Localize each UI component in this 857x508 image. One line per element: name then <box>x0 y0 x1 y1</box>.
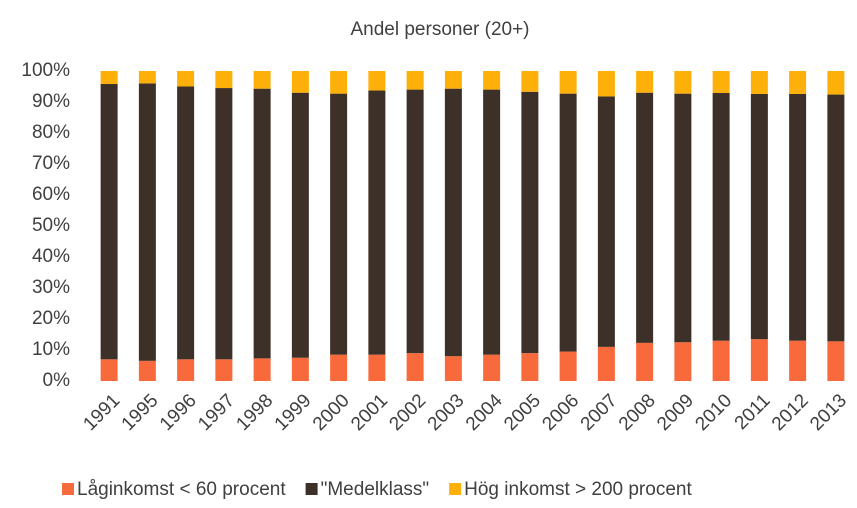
y-tick-label: 10% <box>32 339 70 360</box>
y-tick-label: 40% <box>32 246 70 267</box>
y-tick-label: 80% <box>32 122 70 143</box>
y-tick-label: 30% <box>32 277 70 298</box>
x-tick-label: 2008 <box>615 390 660 435</box>
x-tick-label: 2005 <box>500 390 545 435</box>
bar-segment <box>827 341 845 381</box>
y-tick-label: 90% <box>32 91 70 112</box>
bar-segment <box>100 359 118 381</box>
x-tick-label: 2000 <box>309 390 354 435</box>
bar-segment <box>368 354 386 381</box>
legend-label: Hög inkomst > 200 procent <box>464 479 692 500</box>
bar-segment <box>750 339 768 381</box>
bar-segment <box>483 354 501 381</box>
bar-segment <box>636 71 654 93</box>
bar-segment <box>138 83 156 361</box>
y-tick-label: 70% <box>32 153 70 174</box>
bar-segment <box>674 93 692 343</box>
bar-segment <box>444 88 462 357</box>
legend-swatch <box>62 483 74 495</box>
bar-segment <box>406 71 424 90</box>
bar-segment <box>138 360 156 381</box>
bar-segment <box>597 71 615 97</box>
bar-segment <box>253 71 271 89</box>
bar-segment <box>827 71 845 95</box>
bar-segment <box>177 86 195 360</box>
x-tick-label: 2013 <box>806 390 851 435</box>
x-tick-label: 2009 <box>653 390 698 435</box>
bar-segment <box>750 93 768 340</box>
y-tick-label: 60% <box>32 184 70 205</box>
bar-segment <box>712 93 730 341</box>
bar-segment <box>177 71 195 87</box>
x-tick-label: 2003 <box>424 390 469 435</box>
x-tick-label: 1999 <box>271 390 316 435</box>
x-tick-label: 2004 <box>462 390 507 435</box>
bar-segment <box>559 93 577 352</box>
bar-segment <box>712 71 730 94</box>
bar-segment <box>330 354 348 381</box>
bar-segment <box>215 71 233 89</box>
bar-segment <box>100 71 118 85</box>
x-tick-label: 1998 <box>232 390 277 435</box>
x-tick-label: 1995 <box>118 390 163 435</box>
bar-segment <box>177 359 195 381</box>
bar-segment <box>444 356 462 381</box>
bar-segment <box>674 71 692 94</box>
bar-segment <box>674 342 692 381</box>
bar-segment <box>253 358 271 381</box>
bar-segment <box>100 84 118 360</box>
bar-segment <box>291 92 309 358</box>
legend-label: "Medelklass" <box>321 479 430 500</box>
x-tick-label: 2012 <box>768 390 813 435</box>
bar-segment <box>330 71 348 94</box>
bar-segment <box>483 71 501 90</box>
x-tick-label: 2006 <box>538 390 583 435</box>
bar-segment <box>636 92 654 343</box>
bar-segment <box>559 351 577 381</box>
bar-segment <box>253 88 271 359</box>
y-tick-label: 50% <box>32 215 70 236</box>
y-tick-label: 100% <box>21 60 70 81</box>
bar-segment <box>597 96 615 347</box>
bar-segment <box>750 71 768 94</box>
bar-segment <box>789 340 807 381</box>
bar-segment <box>291 357 309 381</box>
bar-segment <box>406 89 424 354</box>
x-tick-label: 2002 <box>385 390 430 435</box>
bar-segment <box>483 89 501 355</box>
bar-segment <box>368 71 386 91</box>
x-tick-label: 2001 <box>347 390 392 435</box>
bar-segment <box>827 94 845 342</box>
y-tick-label: 20% <box>32 308 70 329</box>
chart-title: Andel personer (20+) <box>350 19 529 40</box>
bar-segment <box>406 353 424 381</box>
bar-segment <box>138 71 156 84</box>
bar-segment <box>789 71 807 94</box>
x-tick-label: 1996 <box>156 390 201 435</box>
bar-segment <box>215 88 233 360</box>
legend-swatch <box>449 483 462 495</box>
bar-segment <box>368 90 386 355</box>
x-tick-label: 2011 <box>731 390 775 434</box>
bar-segment <box>712 340 730 381</box>
y-tick-label: 0% <box>43 370 71 391</box>
x-tick-label: 2010 <box>691 390 736 435</box>
bar-segment <box>597 346 615 381</box>
legend-swatch <box>305 483 318 495</box>
bar-segment <box>521 91 539 354</box>
bar-segment <box>636 342 654 381</box>
bar-segment <box>444 71 462 89</box>
legend-label: Låginkomst < 60 procent <box>77 479 286 500</box>
bar-segment <box>521 353 539 381</box>
bar-segment <box>789 93 807 341</box>
bar-segment <box>559 71 577 94</box>
bar-segment <box>291 71 309 93</box>
x-tick-label: 1991 <box>79 390 124 435</box>
bar-segment <box>521 71 539 92</box>
x-tick-label: 1997 <box>194 390 239 435</box>
x-tick-label: 2007 <box>577 390 622 435</box>
bar-segment <box>330 93 348 355</box>
bar-segment <box>215 359 233 381</box>
